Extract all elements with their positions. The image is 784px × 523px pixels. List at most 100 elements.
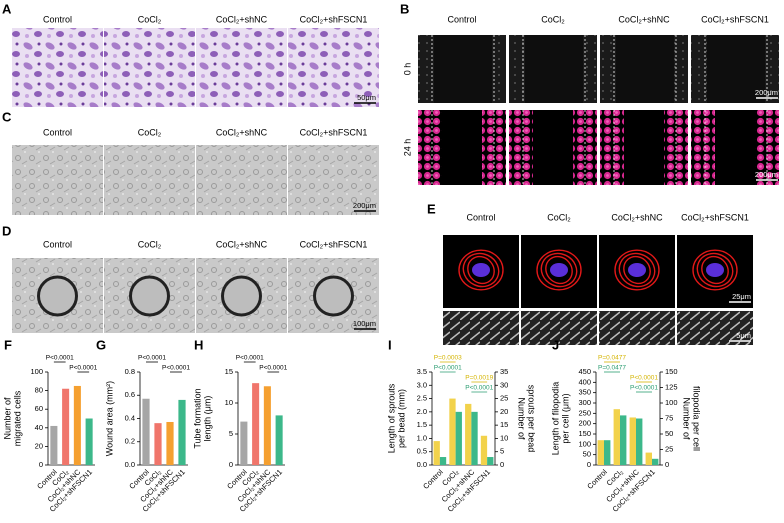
- condition-label: CoCl₂: [138, 239, 162, 249]
- condition-label: CoCl₂: [138, 14, 162, 24]
- panel-letter: B: [400, 1, 409, 16]
- bar: [620, 415, 627, 465]
- panel-letter: I: [388, 337, 392, 352]
- condition-label: Control: [447, 14, 476, 24]
- bar: [73, 385, 81, 465]
- tick-label: 150: [665, 367, 678, 376]
- bead: [313, 275, 354, 317]
- micrograph: [599, 311, 675, 345]
- p-value: P<0.0001: [69, 365, 97, 372]
- tick-label: 250: [578, 408, 591, 417]
- scale-bar-label: 50μm: [357, 93, 376, 102]
- condition-label: CoCl₂+shNC: [611, 212, 663, 222]
- bead: [37, 275, 78, 317]
- bar: [50, 425, 58, 465]
- p-value: P<0.0001: [138, 355, 166, 362]
- bar: [439, 457, 447, 465]
- tick-label: 200: [578, 419, 591, 428]
- bar: [154, 423, 162, 465]
- condition-label: Control: [43, 239, 72, 249]
- tick-label: 10: [225, 398, 233, 407]
- y2-axis-label: Number of: [682, 397, 692, 440]
- condition-label: Control: [43, 14, 72, 24]
- micrograph: [12, 145, 103, 215]
- condition-label: CoCl₂+shNC: [216, 127, 268, 137]
- scale-bar-label: 200μm: [353, 201, 376, 210]
- condition-label: CoCl₂+shNC: [618, 14, 670, 24]
- tick-label: 0.2: [125, 437, 135, 446]
- tick-label: 0: [587, 460, 591, 469]
- tick-label: 25: [500, 394, 508, 403]
- bar: [252, 383, 260, 465]
- scale-bar-label: 100μm: [353, 319, 376, 328]
- bar: [178, 399, 186, 465]
- condition-label: CoCl₂+shFSCN1: [300, 14, 368, 24]
- y2-axis-label: filopodia per cell: [692, 386, 702, 451]
- tick-label: 1.5: [417, 420, 427, 429]
- bar: [487, 457, 494, 465]
- cell-actin: [545, 255, 573, 285]
- wound-gap: [525, 35, 583, 103]
- panel-letter: C: [2, 109, 12, 124]
- tick-label: 0: [229, 460, 233, 469]
- condition-label: CoCl₂+shFSCN1: [681, 212, 749, 222]
- bar: [597, 440, 604, 465]
- bar: [652, 458, 659, 465]
- y-axis-label: Tube formation: [192, 388, 202, 448]
- tick-label: 20: [35, 441, 43, 450]
- wound-gap: [442, 110, 482, 185]
- scale-bar-label: 25μm: [732, 292, 751, 301]
- cell-nucleus: [628, 263, 646, 277]
- panel-letter: J: [552, 337, 559, 352]
- wound-gap: [707, 35, 765, 103]
- tick-label: 100: [665, 398, 678, 407]
- tick-label: 300: [578, 398, 591, 407]
- cell-actin: [540, 252, 578, 288]
- bar: [645, 452, 652, 465]
- panel-letter: E: [427, 201, 436, 216]
- tick-label: 40: [35, 423, 43, 432]
- tick-label: 150: [578, 429, 591, 438]
- y-axis-label: Length of sprouts: [386, 383, 396, 453]
- tick-label: 60: [35, 404, 43, 413]
- bar: [449, 398, 456, 465]
- condition-label: CoCl₂+shNC: [216, 239, 268, 249]
- bar: [142, 398, 150, 465]
- scale-bar-label: 200μm: [755, 170, 778, 179]
- p-value: P=0.0003: [434, 355, 462, 362]
- tick-label: 350: [578, 388, 591, 397]
- cell-nucleus: [472, 263, 490, 277]
- tick-label: 1.0: [417, 433, 427, 442]
- tick-label: 3.5: [417, 367, 427, 376]
- wound-gap: [624, 110, 664, 185]
- panel-letter: G: [96, 337, 106, 352]
- bar: [275, 415, 283, 465]
- p-value: P=0.0477: [598, 355, 626, 362]
- condition-label: CoCl₂+shFSCN1: [701, 14, 769, 24]
- p-value: P<0.0001: [465, 385, 493, 392]
- y-axis-label: migrated cells: [12, 390, 22, 446]
- bar: [613, 409, 620, 465]
- tick-label: 2.5: [417, 394, 427, 403]
- tick-label: 15: [225, 367, 233, 376]
- tick-label: 0.0: [125, 460, 135, 469]
- bar: [465, 403, 472, 465]
- cell-actin: [458, 249, 504, 291]
- tick-label: 100: [578, 439, 591, 448]
- p-value: P<0.0001: [434, 365, 462, 372]
- panel-letter: F: [4, 337, 12, 352]
- condition-label: CoCl₂+shNC: [216, 14, 268, 24]
- y-axis-label: per cell (μm): [560, 393, 570, 443]
- cell-actin: [692, 249, 738, 291]
- condition-label: CoCl₂+shFSCN1: [300, 239, 368, 249]
- tick-label: 15: [500, 420, 508, 429]
- micrograph: [104, 28, 195, 107]
- p-value: P<0.0001: [259, 365, 287, 372]
- p-value: P<0.0001: [162, 365, 190, 372]
- y2-axis-label: sprouts per bead: [527, 385, 537, 453]
- tick-label: 0.4: [125, 413, 135, 422]
- cell-actin: [696, 252, 734, 288]
- micrograph: [12, 28, 103, 107]
- cell-actin: [462, 252, 500, 288]
